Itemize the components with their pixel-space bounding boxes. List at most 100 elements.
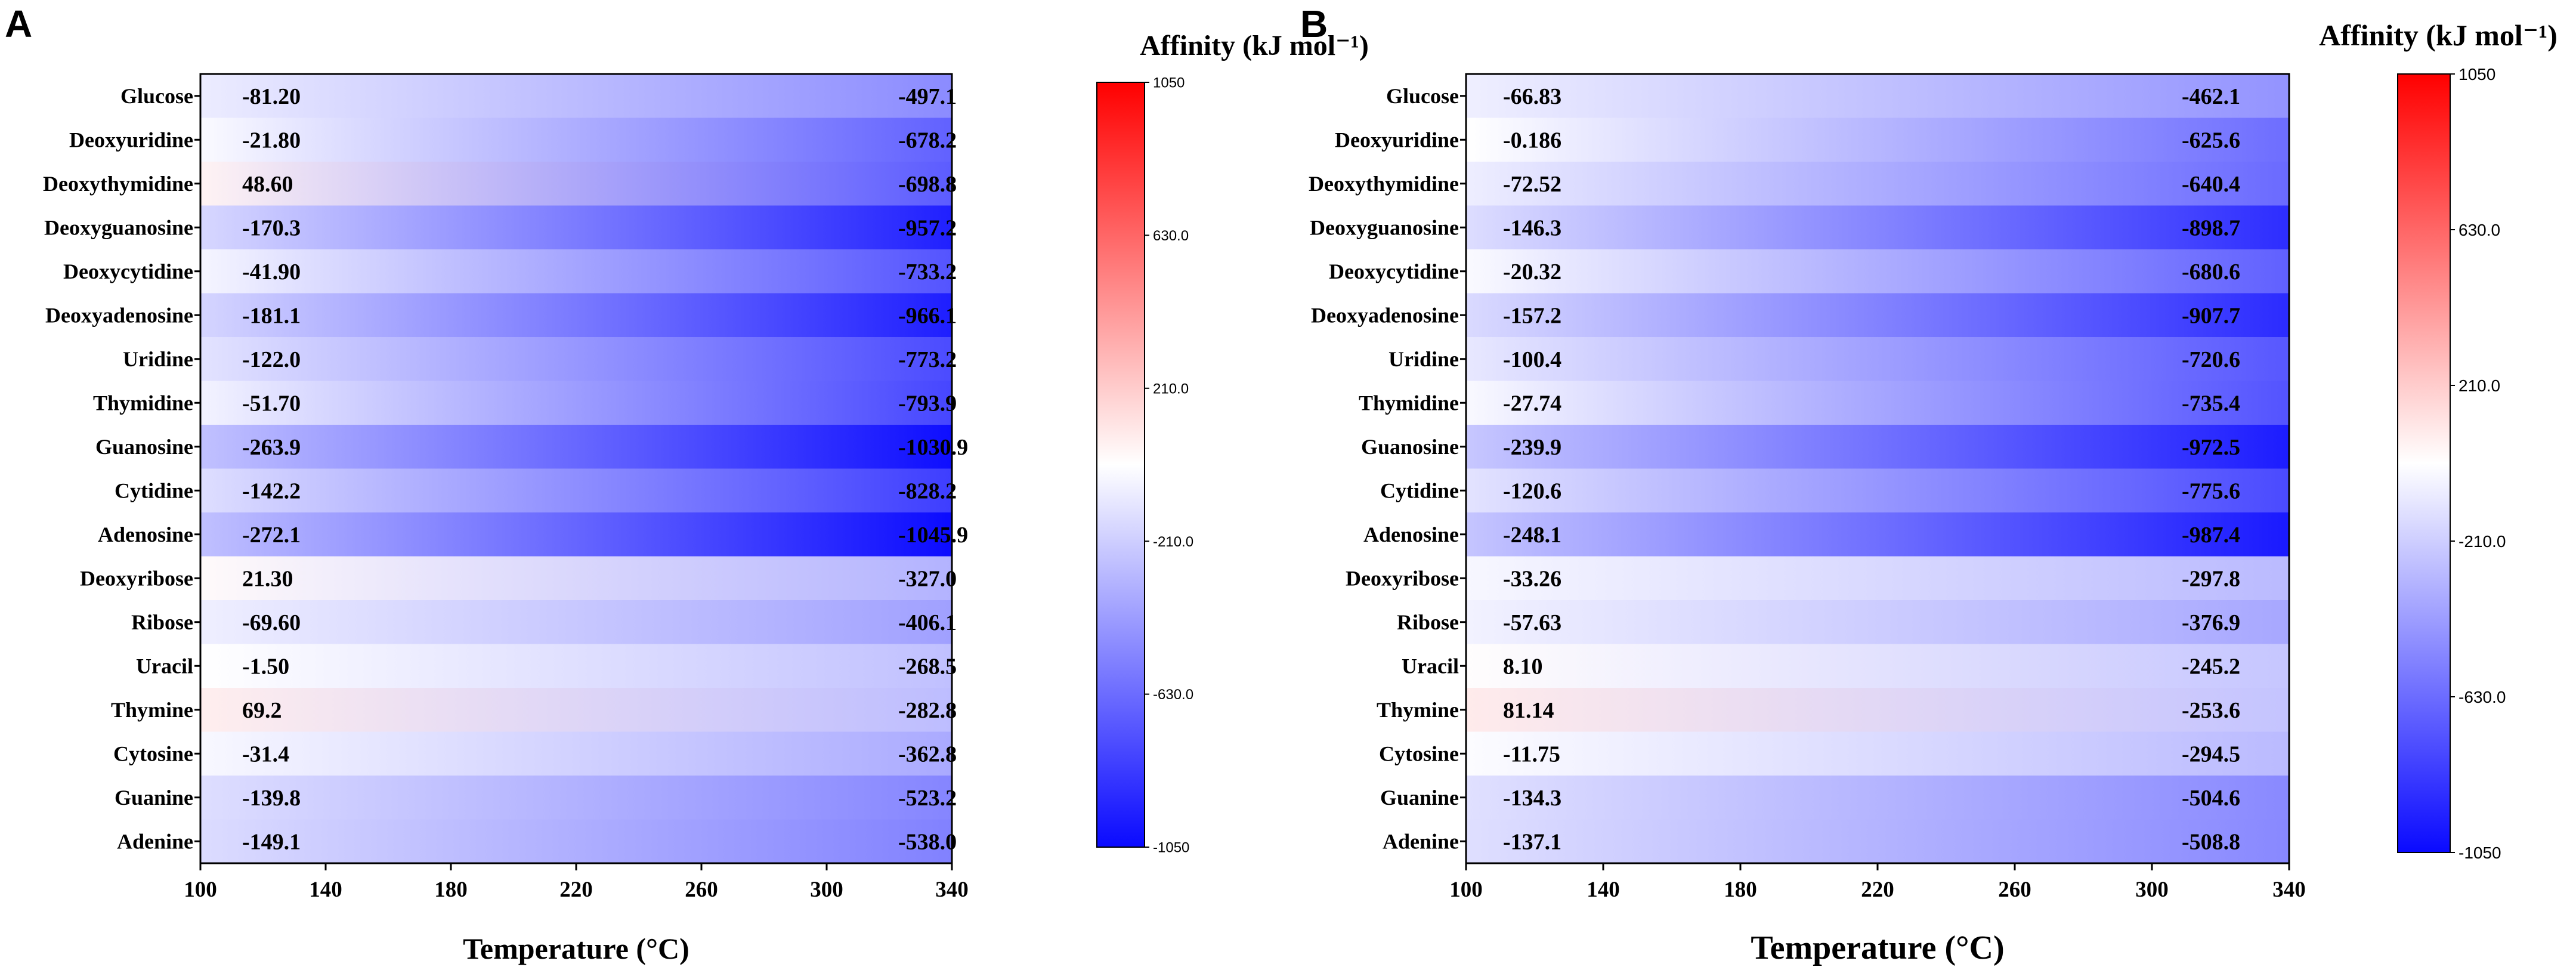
x-tick-label: 220 bbox=[1861, 878, 1894, 902]
x-axis-title: Temperature (°C) bbox=[1751, 929, 2004, 966]
heatmap-row bbox=[1466, 381, 2289, 425]
value-label-100: -20.32 bbox=[1503, 260, 1561, 285]
row-label: Deoxyuridine bbox=[69, 128, 193, 152]
heatmap-row bbox=[1466, 731, 2289, 776]
x-tick-label: 140 bbox=[309, 878, 342, 902]
heatmap-row bbox=[200, 162, 952, 206]
heatmap-row bbox=[200, 74, 952, 119]
heatmap-row bbox=[1466, 118, 2289, 162]
row-label: Deoxythymidine bbox=[43, 172, 193, 196]
value-label-100: -69.60 bbox=[242, 610, 301, 635]
row-label: Thymidine bbox=[1359, 391, 1459, 415]
value-label-340: -523.2 bbox=[898, 786, 957, 811]
value-label-100: -51.70 bbox=[242, 391, 301, 416]
colorbar-tick-label: 630.0 bbox=[2459, 221, 2500, 239]
row-label: Cytidine bbox=[1380, 478, 1459, 502]
value-label-340: -966.1 bbox=[898, 303, 957, 328]
row-label: Guanine bbox=[115, 786, 193, 810]
x-tick-label: 260 bbox=[1998, 878, 2031, 902]
value-label-340: -733.2 bbox=[898, 260, 957, 285]
value-label-100: -66.83 bbox=[1503, 84, 1561, 109]
row-label: Deoxyguanosine bbox=[44, 215, 193, 239]
value-label-100: 81.14 bbox=[1503, 698, 1554, 723]
row-label: Ribose bbox=[131, 610, 193, 634]
heatmap-row bbox=[200, 644, 952, 688]
heatmap-row bbox=[200, 819, 952, 864]
heatmap-row bbox=[200, 468, 952, 513]
value-label-100: -33.26 bbox=[1503, 566, 1561, 591]
row-label: Thymine bbox=[1377, 698, 1459, 722]
panel-letter: B bbox=[1300, 2, 1328, 45]
row-label: Deoxycytidine bbox=[63, 260, 193, 283]
value-label-340: -680.6 bbox=[2182, 260, 2240, 285]
x-tick-label: 180 bbox=[1724, 878, 1757, 902]
heatmap-row bbox=[1466, 556, 2289, 601]
value-label-100: 48.60 bbox=[242, 172, 293, 197]
value-label-100: -57.63 bbox=[1503, 610, 1561, 635]
row-label: Uridine bbox=[123, 347, 193, 371]
row-label: Thymine bbox=[111, 698, 193, 722]
value-label-100: -11.75 bbox=[1503, 742, 1560, 767]
row-label: Deoxyribose bbox=[1346, 566, 1459, 590]
value-label-340: -508.8 bbox=[2182, 829, 2240, 854]
heatmap-row bbox=[1466, 819, 2289, 864]
x-tick-label: 100 bbox=[184, 878, 217, 902]
heatmap-row bbox=[200, 556, 952, 601]
row-label: Adenosine bbox=[1363, 523, 1459, 546]
heatmap-row bbox=[200, 249, 952, 294]
value-label-100: -181.1 bbox=[242, 303, 301, 328]
value-label-100: -157.2 bbox=[1503, 303, 1561, 328]
value-label-340: -504.6 bbox=[2182, 786, 2240, 811]
value-label-100: -137.1 bbox=[1503, 829, 1561, 854]
colorbar-tick-label: -210.0 bbox=[2459, 532, 2506, 551]
colorbar-tick-label: -630.0 bbox=[1153, 687, 1193, 703]
x-tick-label: 300 bbox=[810, 878, 843, 902]
row-label: Deoxyuridine bbox=[1335, 128, 1459, 152]
row-label: Ribose bbox=[1397, 610, 1459, 634]
value-label-340: -1030.9 bbox=[898, 435, 968, 460]
value-label-340: -773.2 bbox=[898, 347, 957, 372]
heatmap-row bbox=[1466, 162, 2289, 206]
value-label-100: -41.90 bbox=[242, 260, 301, 285]
value-label-340: -957.2 bbox=[898, 215, 957, 240]
heatmap-row bbox=[1466, 205, 2289, 250]
value-label-340: -640.4 bbox=[2182, 172, 2240, 197]
colorbar-tick-label: 1050 bbox=[1153, 75, 1185, 91]
colorbar-title: Affinity (kJ mol⁻¹) bbox=[2319, 18, 2558, 52]
value-label-100: -170.3 bbox=[242, 215, 301, 240]
value-label-100: -122.0 bbox=[242, 347, 301, 372]
row-label: Guanosine bbox=[1361, 435, 1459, 459]
heatmap-row bbox=[1466, 425, 2289, 469]
value-label-100: -81.20 bbox=[242, 84, 301, 109]
x-tick-label: 340 bbox=[935, 878, 969, 902]
value-label-100: -21.80 bbox=[242, 128, 301, 153]
row-label: Glucose bbox=[1386, 84, 1459, 108]
value-label-100: -100.4 bbox=[1503, 347, 1561, 372]
value-label-340: -793.9 bbox=[898, 391, 957, 416]
value-label-340: -245.2 bbox=[2182, 654, 2240, 679]
value-label-340: -406.1 bbox=[898, 610, 957, 635]
row-label: Cytosine bbox=[1379, 742, 1459, 765]
x-tick-label: 300 bbox=[2135, 878, 2169, 902]
heatmap-row bbox=[1466, 74, 2289, 119]
value-label-100: -272.1 bbox=[242, 523, 301, 548]
value-label-100: -149.1 bbox=[242, 829, 301, 854]
colorbar-tick-label: -1050 bbox=[2459, 844, 2501, 862]
row-label: Glucose bbox=[120, 84, 193, 108]
x-tick-label: 180 bbox=[434, 878, 468, 902]
value-label-340: -294.5 bbox=[2182, 742, 2240, 767]
row-label: Deoxyadenosine bbox=[45, 303, 193, 327]
value-label-100: -139.8 bbox=[242, 786, 301, 811]
heatmap-row bbox=[200, 118, 952, 162]
row-label: Guanine bbox=[1380, 786, 1459, 810]
row-label: Guanosine bbox=[95, 435, 193, 459]
value-label-100: -0.186 bbox=[1503, 128, 1561, 153]
panel-b: B Glucose -66.83 -462.1 Deoxyuridine -0.186 -6… bbox=[1300, 2, 2558, 966]
row-label: Adenine bbox=[1383, 829, 1459, 853]
value-label-100: -120.6 bbox=[1503, 478, 1561, 504]
value-label-340: -497.1 bbox=[898, 84, 957, 109]
row-label: Deoxyadenosine bbox=[1311, 303, 1459, 327]
value-label-340: -327.0 bbox=[898, 566, 957, 591]
value-label-100: -27.74 bbox=[1503, 391, 1561, 416]
value-label-100: -142.2 bbox=[242, 478, 301, 504]
